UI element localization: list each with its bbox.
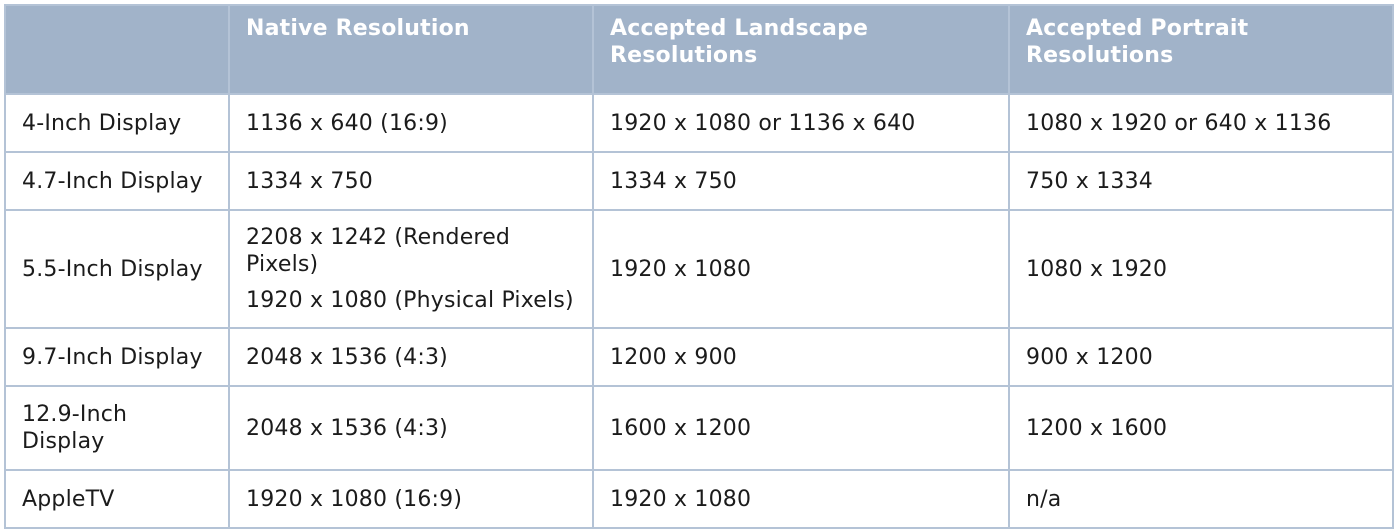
header-cell-native-resolution: Native Resolution	[228, 4, 594, 95]
table-row: AppleTV 1920 x 1080 (16:9) 1920 x 1080 n…	[4, 469, 1394, 529]
native-resolution-cell: 2048 x 1536 (4:3)	[228, 327, 594, 387]
display-cell: 5.5-Inch Display	[4, 209, 230, 329]
header-cell-portrait-resolutions: Accepted Portrait Resolutions	[1008, 4, 1394, 95]
landscape-resolution-cell: 1200 x 900	[592, 327, 1010, 387]
native-resolution-value: 2208 x 1242 (Rendered Pixels)	[246, 225, 511, 277]
portrait-resolution-cell: 900 x 1200	[1008, 327, 1394, 387]
table-row: 5.5-Inch Display 2208 x 1242 (Rendered P…	[4, 209, 1394, 329]
native-resolution-value: 1136 x 640 (16:9)	[246, 110, 448, 136]
header-cell-display	[4, 4, 230, 95]
table-row: 4.7-Inch Display 1334 x 750 1334 x 750 7…	[4, 151, 1394, 211]
native-resolution-value: 2048 x 1536 (4:3)	[246, 415, 448, 441]
table-row: 12.9-Inch Display 2048 x 1536 (4:3) 1600…	[4, 385, 1394, 471]
display-cell: 9.7-Inch Display	[4, 327, 230, 387]
native-resolution-cell: 1136 x 640 (16:9)	[228, 93, 594, 153]
resolution-table: Native Resolution Accepted Landscape Res…	[4, 4, 1394, 529]
display-cell: 4.7-Inch Display	[4, 151, 230, 211]
header-row: Native Resolution Accepted Landscape Res…	[4, 4, 1394, 95]
landscape-resolution-cell: 1920 x 1080	[592, 209, 1010, 329]
native-resolution-value: 1920 x 1080 (16:9)	[246, 486, 463, 512]
portrait-resolution-cell: n/a	[1008, 469, 1394, 529]
header-cell-landscape-resolutions: Accepted Landscape Resolutions	[592, 4, 1010, 95]
table-header: Native Resolution Accepted Landscape Res…	[4, 4, 1394, 95]
native-resolution-value: 1334 x 750	[246, 168, 373, 194]
portrait-resolution-cell: 750 x 1334	[1008, 151, 1394, 211]
display-cell: 12.9-Inch Display	[4, 385, 230, 471]
native-resolution-cell: 1920 x 1080 (16:9)	[228, 469, 594, 529]
table-row: 9.7-Inch Display 2048 x 1536 (4:3) 1200 …	[4, 327, 1394, 387]
portrait-resolution-cell: 1080 x 1920 or 640 x 1136	[1008, 93, 1394, 153]
portrait-resolution-cell: 1080 x 1920	[1008, 209, 1394, 329]
table-body: 4-Inch Display 1136 x 640 (16:9) 1920 x …	[4, 93, 1394, 529]
native-resolution-value: 2048 x 1536 (4:3)	[246, 344, 448, 370]
native-resolution-value: 1920 x 1080 (Physical Pixels)	[246, 288, 574, 313]
native-resolution-cell: 2048 x 1536 (4:3)	[228, 385, 594, 471]
native-resolution-cell: 2208 x 1242 (Rendered Pixels) 1920 x 108…	[228, 209, 594, 329]
native-resolution-cell: 1334 x 750	[228, 151, 594, 211]
display-cell: 4-Inch Display	[4, 93, 230, 153]
landscape-resolution-cell: 1600 x 1200	[592, 385, 1010, 471]
landscape-resolution-cell: 1920 x 1080	[592, 469, 1010, 529]
display-cell: AppleTV	[4, 469, 230, 529]
landscape-resolution-cell: 1920 x 1080 or 1136 x 640	[592, 93, 1010, 153]
portrait-resolution-cell: 1200 x 1600	[1008, 385, 1394, 471]
table-row: 4-Inch Display 1136 x 640 (16:9) 1920 x …	[4, 93, 1394, 153]
resolution-table-container: Native Resolution Accepted Landscape Res…	[4, 4, 1394, 529]
landscape-resolution-cell: 1334 x 750	[592, 151, 1010, 211]
